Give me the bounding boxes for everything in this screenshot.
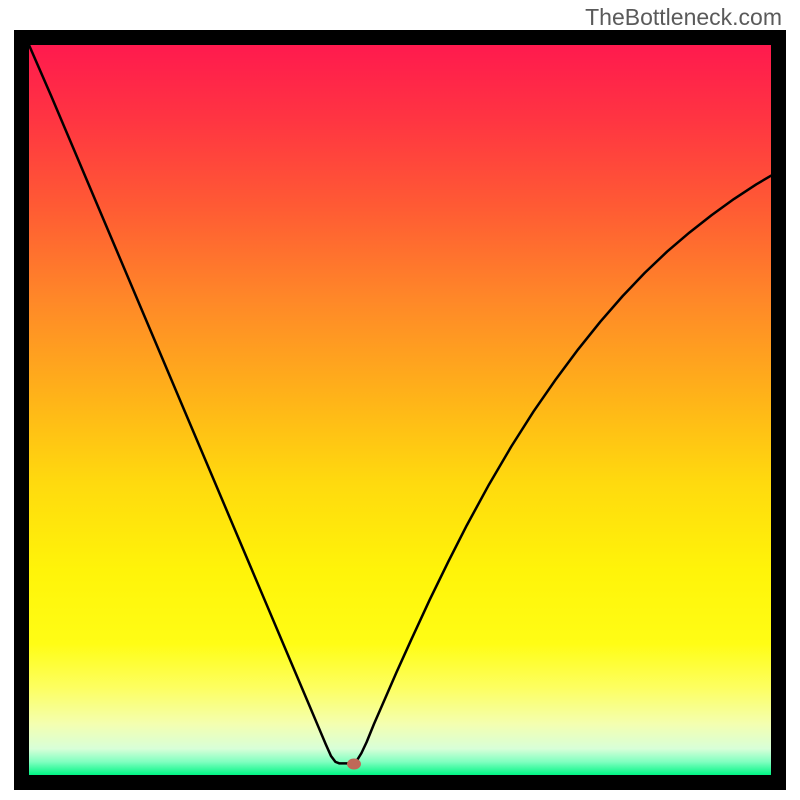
watermark-text: TheBottleneck.com <box>585 4 782 31</box>
chart-frame <box>14 30 786 790</box>
bottleneck-curve <box>29 45 771 775</box>
plot-area <box>29 45 771 775</box>
minimum-marker <box>347 759 361 770</box>
